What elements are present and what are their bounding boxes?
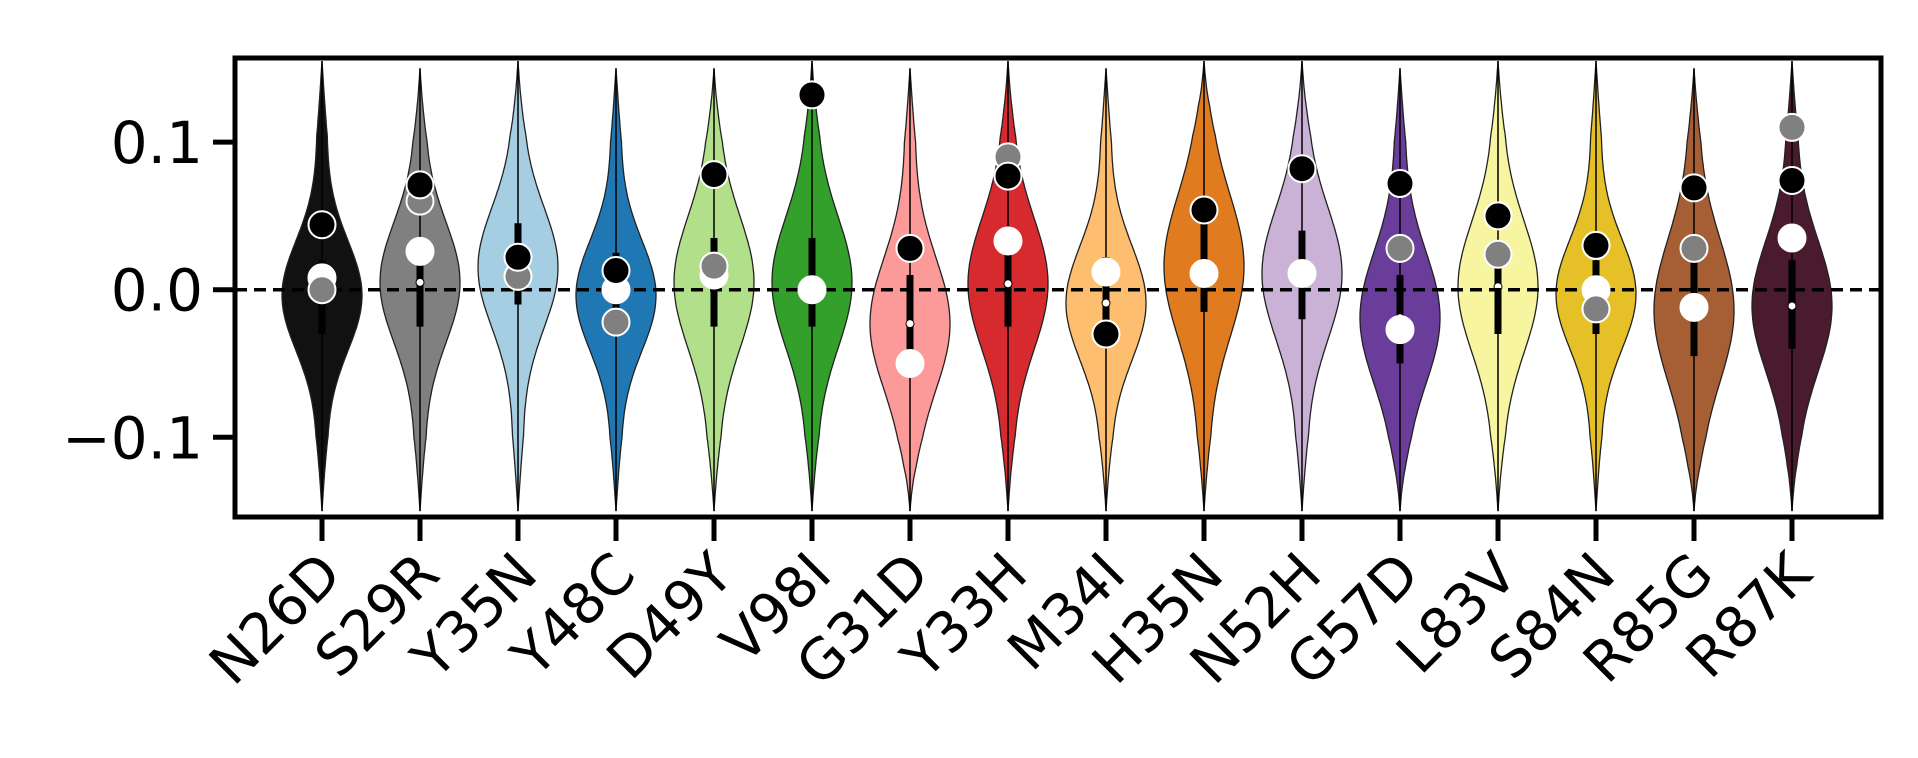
marker xyxy=(797,80,827,110)
marker xyxy=(1777,223,1807,253)
marker xyxy=(1091,257,1121,287)
marker xyxy=(1287,154,1317,184)
marker xyxy=(1777,165,1807,195)
y-tick-label: 0.1 xyxy=(111,109,203,177)
marker xyxy=(895,349,925,379)
marker xyxy=(1679,173,1709,203)
marker xyxy=(1581,230,1611,260)
plot-frame xyxy=(232,55,1884,520)
y-tick-label: −0.1 xyxy=(62,404,203,472)
marker xyxy=(1189,195,1219,225)
marker xyxy=(601,256,631,286)
median xyxy=(905,319,915,329)
marker xyxy=(699,251,729,281)
marker xyxy=(1385,168,1415,198)
marker xyxy=(307,210,337,240)
marker xyxy=(405,170,435,200)
median xyxy=(1003,279,1013,289)
marker xyxy=(1679,292,1709,322)
median xyxy=(1101,298,1111,308)
marker xyxy=(993,226,1023,256)
marker xyxy=(797,275,827,305)
marker xyxy=(601,307,631,337)
marker xyxy=(895,233,925,263)
marker xyxy=(1483,239,1513,269)
marker xyxy=(1091,319,1121,349)
y-tick-label: 0.0 xyxy=(111,257,203,325)
marker xyxy=(1581,294,1611,324)
marker xyxy=(307,275,337,305)
marker xyxy=(405,236,435,266)
median xyxy=(415,277,425,287)
marker xyxy=(1189,258,1219,288)
marker xyxy=(1483,201,1513,231)
marker xyxy=(1385,315,1415,345)
marker xyxy=(1777,112,1807,142)
marker xyxy=(699,160,729,190)
marker xyxy=(1679,233,1709,263)
median xyxy=(1787,301,1797,311)
marker xyxy=(1385,233,1415,263)
marker xyxy=(1287,258,1317,288)
marker xyxy=(993,161,1023,191)
marker xyxy=(503,242,533,272)
